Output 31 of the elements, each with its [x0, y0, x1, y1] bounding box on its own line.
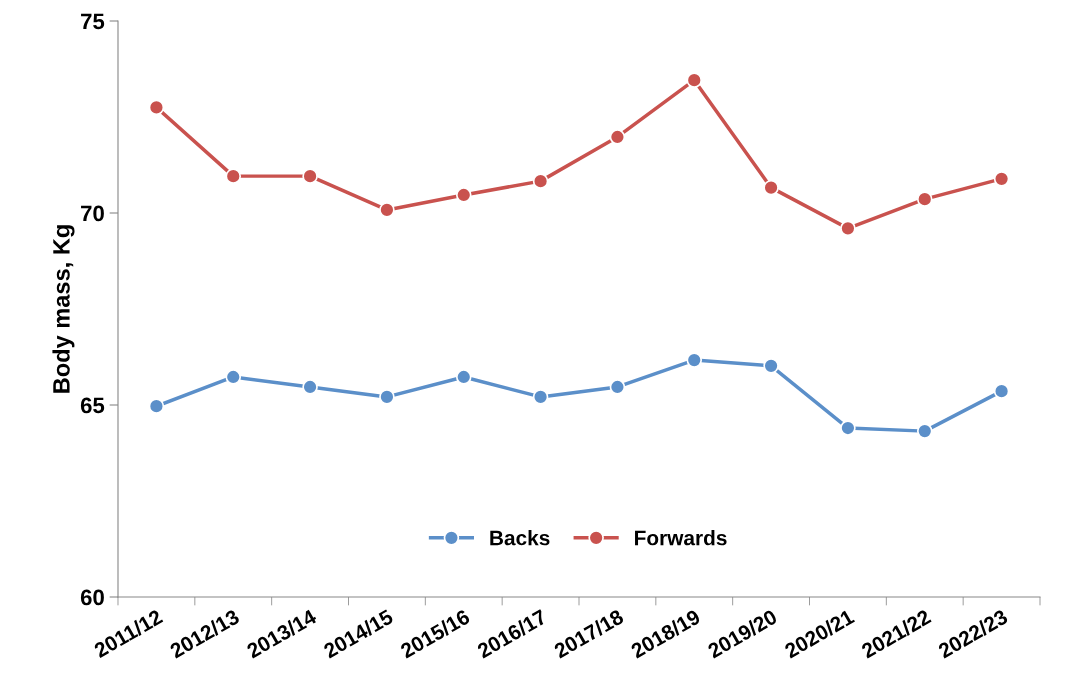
y-tick-label: 65	[80, 397, 105, 414]
point	[379, 389, 395, 405]
point	[379, 202, 395, 218]
point	[302, 379, 318, 395]
point	[840, 220, 856, 237]
point	[148, 398, 165, 414]
point	[455, 369, 472, 385]
point	[993, 383, 1010, 399]
point	[916, 423, 933, 439]
point	[225, 168, 242, 184]
point	[532, 389, 549, 405]
point	[840, 420, 856, 436]
y-tick-label: 70	[81, 205, 104, 222]
point	[993, 171, 1010, 187]
point	[532, 173, 549, 189]
point	[763, 179, 779, 196]
legend-label: Backs	[490, 530, 550, 546]
point	[148, 99, 165, 116]
point	[609, 379, 626, 395]
point	[916, 191, 933, 207]
legend-label: Forwards	[635, 530, 727, 546]
point	[609, 129, 626, 145]
point	[686, 72, 703, 88]
y-tick-label: 75	[81, 13, 105, 30]
y-axis-title: Body mass, Kg	[52, 225, 75, 393]
point	[686, 352, 703, 368]
y-tick-label: 60	[80, 589, 104, 606]
point	[225, 369, 242, 385]
point	[763, 358, 779, 374]
point	[302, 168, 318, 184]
point	[455, 187, 472, 203]
